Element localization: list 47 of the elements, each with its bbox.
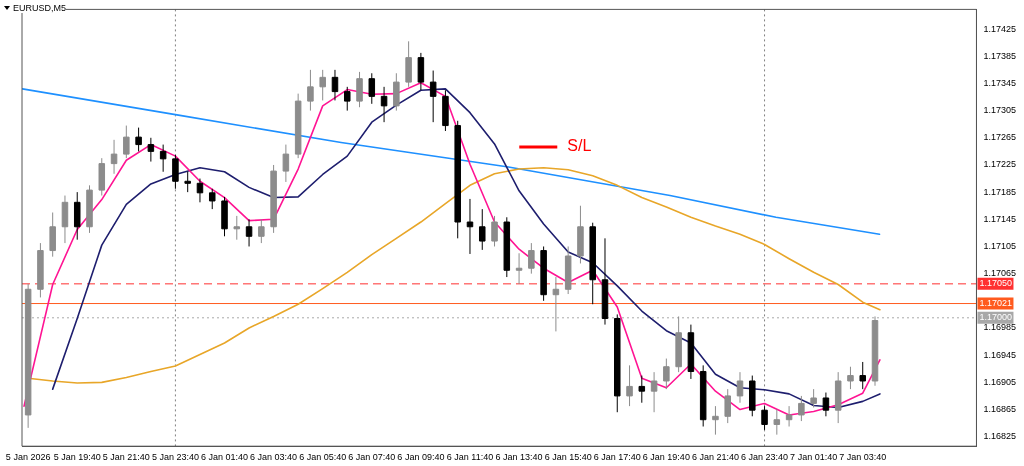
x-tick-label: 6 Jan 21:40	[691, 452, 739, 463]
x-tick-label: 6 Jan 07:40	[348, 452, 396, 463]
x-tick-label: 7 Jan 03:40	[839, 452, 887, 463]
ref-line-label: 1.17050	[979, 278, 1013, 289]
y-tick-label: 1.17065	[983, 268, 1017, 279]
x-tick-label: 6 Jan 01:40	[200, 452, 249, 463]
x-tick-label: 6 Jan 13:40	[495, 452, 543, 463]
candlestick	[528, 242, 535, 275]
x-tick-label: 5 Jan 2026	[5, 452, 51, 463]
x-tick-label: 6 Jan 23:40	[741, 452, 789, 463]
ref-line-label: 1.17000	[979, 312, 1013, 323]
x-tick-label: 6 Jan 11:40	[446, 452, 494, 463]
y-tick-label: 1.16905	[983, 376, 1017, 387]
y-tick-label: 1.16865	[983, 404, 1017, 414]
y-tick-label: 1.16985	[983, 322, 1017, 333]
x-tick-label: 6 Jan 19:40	[642, 452, 690, 463]
y-tick-label: 1.16825	[983, 431, 1017, 442]
y-tick-label: 1.17225	[983, 159, 1017, 170]
y-tick-label: 1.17425	[983, 23, 1017, 34]
y-tick-label: 1.16945	[983, 349, 1017, 360]
candlestick	[405, 40, 412, 88]
x-tick-label: 5 Jan 21:40	[102, 452, 150, 463]
y-tick-label: 1.17265	[983, 132, 1017, 143]
candlestick	[172, 154, 179, 190]
y-tick-label: 1.17305	[983, 105, 1017, 116]
candlestick	[307, 69, 314, 112]
x-tick-label: 6 Jan 17:40	[593, 452, 641, 463]
y-tick-label: 1.17145	[983, 213, 1017, 224]
candlestick	[258, 218, 265, 244]
x-tick-label: 5 Jan 23:40	[151, 452, 199, 463]
x-tick-label: 6 Jan 05:40	[299, 452, 347, 463]
x-tick-label: 5 Jan 19:40	[53, 452, 101, 463]
x-tick-label: 6 Jan 09:40	[397, 452, 445, 463]
candlestick	[454, 120, 461, 239]
x-tick-label: 7 Jan 01:40	[790, 452, 838, 463]
y-tick-label: 1.17185	[983, 186, 1017, 197]
y-tick-label: 1.17385	[983, 50, 1017, 61]
y-tick-label: 1.17105	[983, 240, 1017, 251]
candlestick	[724, 388, 731, 424]
ref-line-label: 1.17021	[979, 298, 1013, 309]
chart-title: EURUSD,M5	[13, 3, 67, 13]
annotation: S/L	[567, 137, 592, 155]
x-tick-label: 6 Jan 15:40	[544, 452, 592, 463]
x-tick-label: 6 Jan 03:40	[250, 452, 298, 463]
y-tick-label: 1.17345	[983, 77, 1017, 88]
candlestick	[810, 388, 817, 408]
candlestick	[356, 71, 363, 108]
